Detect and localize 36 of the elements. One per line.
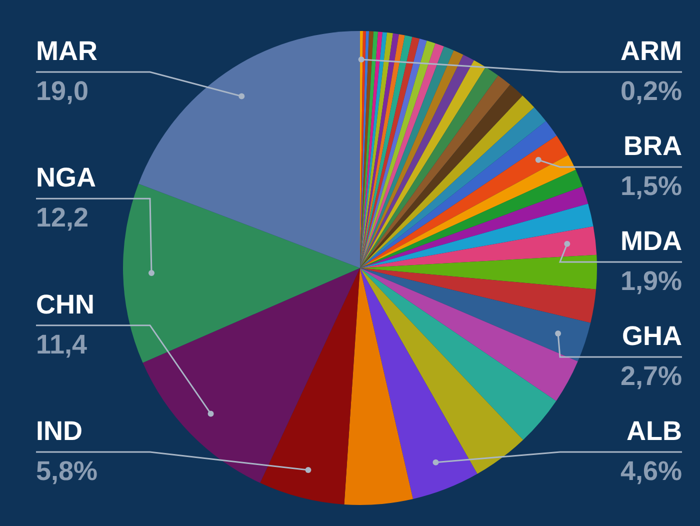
data-label: 1,5%: [620, 171, 682, 201]
pie-slice: [360, 268, 556, 440]
slice-label: ARM: [620, 36, 682, 66]
slice-label: ALB: [626, 416, 682, 446]
pie-slice: [360, 170, 583, 268]
pie-slice: [360, 254, 597, 290]
pie-slice: [360, 268, 591, 362]
pie-slice: [360, 268, 596, 323]
data-label: 0,2%: [620, 76, 682, 106]
data-label: 12,2: [36, 202, 89, 233]
data-label: 4,6%: [620, 456, 682, 486]
slice-label: GHA: [622, 321, 682, 351]
data-label: 2,7%: [620, 361, 682, 391]
slice-label: CHN: [36, 289, 94, 320]
slice-label: MDA: [620, 226, 682, 256]
pie-slice: [360, 186, 588, 268]
data-label: 11,4: [36, 329, 88, 360]
data-label: 5,8%: [36, 456, 98, 486]
data-label: 1,9%: [620, 266, 682, 296]
pie-slice: [360, 268, 578, 401]
pie-slice: [360, 32, 383, 268]
pie-slice: [142, 268, 360, 483]
slice-label: NGA: [36, 162, 96, 193]
pie-slice: [138, 31, 360, 268]
data-label: 19,0: [36, 76, 89, 106]
pie-slice: [123, 184, 360, 363]
pie-slice: [360, 32, 388, 268]
slice-label: MAR: [36, 36, 98, 66]
slice-label: IND: [36, 416, 82, 446]
slice-label: BRA: [624, 131, 682, 161]
pie-slice: [344, 268, 413, 505]
pie-slice: [360, 154, 576, 268]
pie-slice: [360, 226, 597, 268]
pie-slice: [360, 204, 594, 268]
pie-slice: [360, 268, 478, 499]
pie-slice: [260, 268, 360, 504]
